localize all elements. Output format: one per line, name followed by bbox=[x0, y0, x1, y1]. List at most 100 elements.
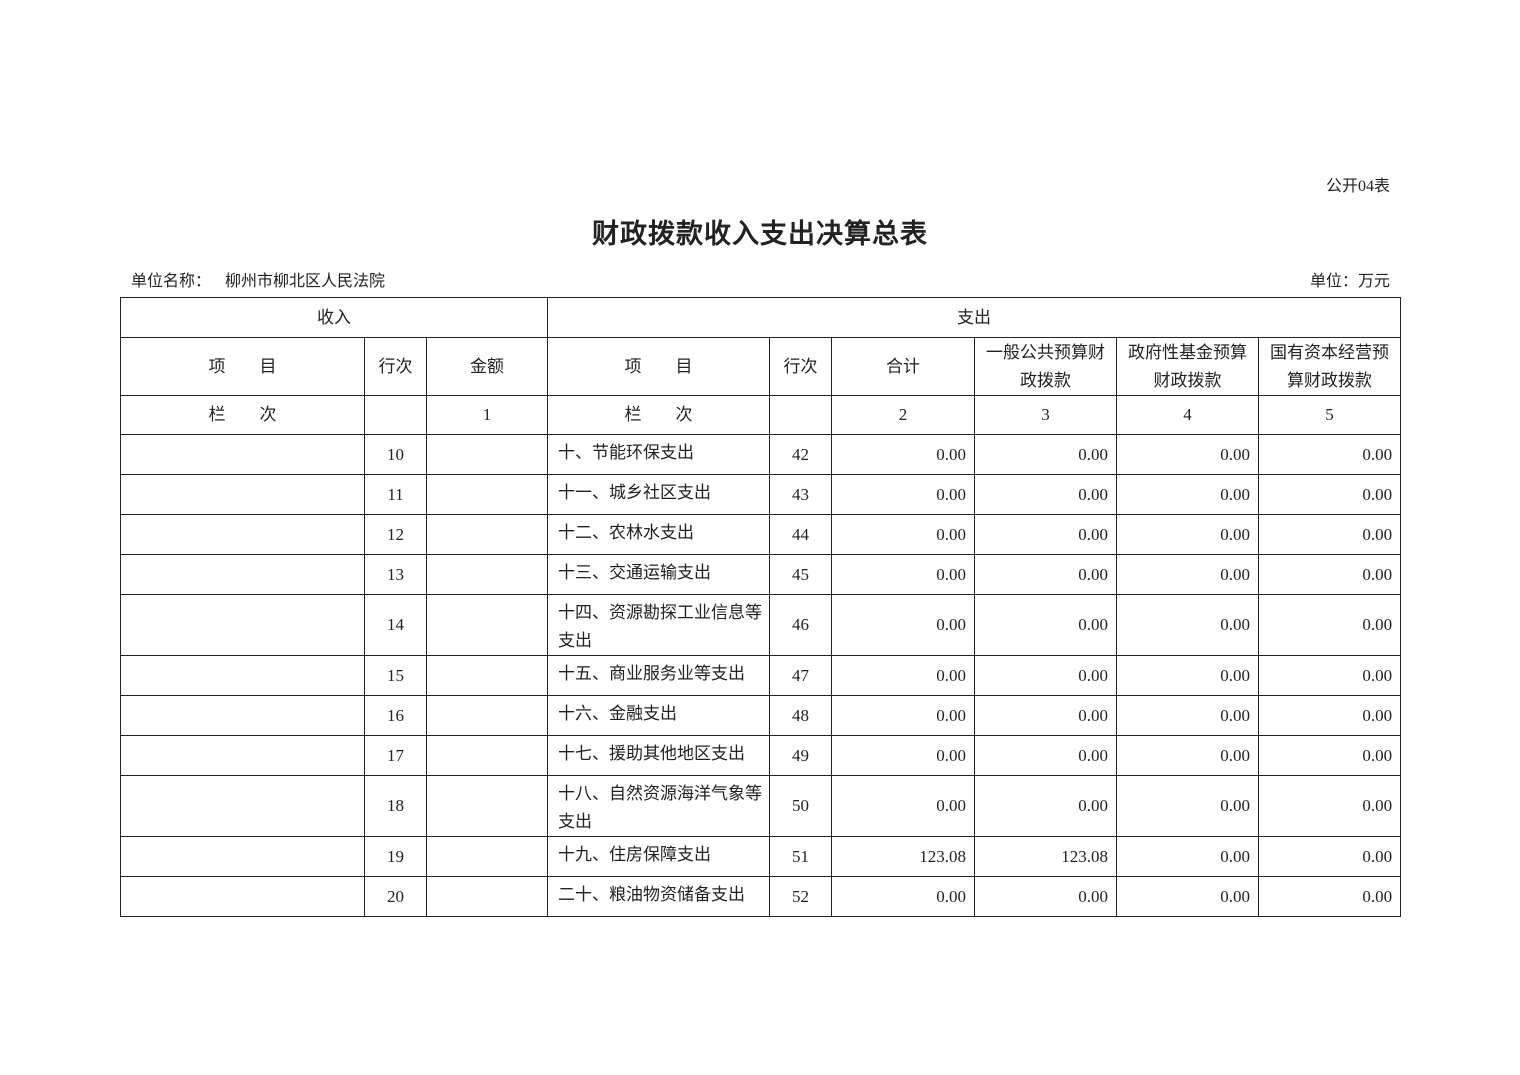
expense-item-cell: 二十、粮油物资储备支出 bbox=[547, 876, 771, 917]
state-capital-cell: 0.00 bbox=[1258, 594, 1402, 656]
income-item-cell bbox=[120, 474, 365, 515]
gov-fund-cell: 0.00 bbox=[1116, 695, 1260, 736]
expense-row-no-cell: 50 bbox=[769, 775, 833, 837]
expense-row-no-cell: 43 bbox=[769, 474, 833, 515]
expense-row-no-cell: 45 bbox=[769, 554, 833, 595]
general-budget-header: 一般公共预算财政拨款 bbox=[974, 337, 1118, 396]
income-item-header: 项 目 bbox=[120, 337, 365, 396]
expense-header: 支出 bbox=[547, 297, 1402, 338]
col-4: 4 bbox=[1116, 395, 1260, 435]
income-row-no-cell: 14 bbox=[364, 594, 427, 656]
income-item-cell bbox=[120, 876, 365, 917]
income-amount-cell bbox=[425, 695, 549, 736]
state-capital-cell: 0.00 bbox=[1258, 775, 1402, 837]
income-item-cell bbox=[120, 836, 365, 877]
gov-fund-cell: 0.00 bbox=[1116, 775, 1260, 837]
form-number: 公开04表 bbox=[1325, 178, 1390, 195]
expense-item-cell: 十七、援助其他地区支出 bbox=[547, 735, 771, 776]
expense-row-no-cell: 49 bbox=[769, 735, 833, 776]
expense-row-no-cell: 47 bbox=[769, 655, 833, 696]
expense-row-no-cell: 46 bbox=[769, 594, 833, 656]
state-capital-cell: 0.00 bbox=[1258, 514, 1402, 555]
expense-item-cell: 十一、城乡社区支出 bbox=[547, 474, 771, 515]
total-cell: 0.00 bbox=[831, 695, 976, 736]
table-row: 13 十三、交通运输支出 45 0.00 0.00 0.00 0.00 bbox=[120, 554, 1402, 595]
expense-item-cell: 十三、交通运输支出 bbox=[547, 554, 771, 595]
expense-row-no-cell: 44 bbox=[769, 514, 833, 555]
total-cell: 0.00 bbox=[831, 514, 976, 555]
table-row: 20 二十、粮油物资储备支出 52 0.00 0.00 0.00 0.00 bbox=[120, 876, 1402, 917]
income-amount-cell bbox=[425, 876, 549, 917]
income-row-no-cell: 12 bbox=[364, 514, 427, 555]
expense-row-no-cell: 42 bbox=[769, 434, 833, 475]
total-cell: 0.00 bbox=[831, 876, 976, 917]
table-row: 12 十二、农林水支出 44 0.00 0.00 0.00 0.00 bbox=[120, 514, 1402, 555]
gov-fund-cell: 0.00 bbox=[1116, 594, 1260, 656]
income-amount-cell bbox=[425, 836, 549, 877]
table-row: 18 十八、自然资源海洋气象等支出 50 0.00 0.00 0.00 0.00 bbox=[120, 775, 1402, 837]
expense-item-cell: 十二、农林水支出 bbox=[547, 514, 771, 555]
income-amount-cell bbox=[425, 434, 549, 475]
income-amount-cell bbox=[425, 474, 549, 515]
unit-name: 单位名称： 柳州市柳北区人民法院 bbox=[131, 267, 399, 291]
total-cell: 0.00 bbox=[831, 474, 976, 515]
gov-fund-cell: 0.00 bbox=[1116, 735, 1260, 776]
income-amount-cell bbox=[425, 655, 549, 696]
income-item-cell bbox=[120, 735, 365, 776]
table-row: 10 十、节能环保支出 42 0.00 0.00 0.00 0.00 bbox=[120, 434, 1402, 475]
income-row-no-cell: 19 bbox=[364, 836, 427, 877]
income-amount-cell bbox=[425, 554, 549, 595]
expense-item-cell: 十五、商业服务业等支出 bbox=[547, 655, 771, 696]
general-budget-cell: 0.00 bbox=[974, 695, 1118, 736]
income-header: 收入 bbox=[119, 297, 549, 338]
income-item-cell bbox=[120, 554, 365, 595]
expense-row-no-header: 行次 bbox=[769, 337, 833, 396]
gov-fund-cell: 0.00 bbox=[1116, 474, 1260, 515]
state-capital-cell: 0.00 bbox=[1258, 876, 1402, 917]
table-row: 17 十七、援助其他地区支出 49 0.00 0.00 0.00 0.00 bbox=[120, 735, 1402, 776]
general-budget-cell: 0.00 bbox=[974, 655, 1118, 696]
state-capital-cell: 0.00 bbox=[1258, 434, 1402, 475]
col-5: 5 bbox=[1258, 395, 1402, 435]
income-row-no-cell: 18 bbox=[364, 775, 427, 837]
income-row-no-cell: 10 bbox=[364, 434, 427, 475]
state-capital-header: 国有资本经营预算财政拨款 bbox=[1258, 337, 1402, 396]
income-row-no-header: 行次 bbox=[364, 337, 427, 396]
table-row: 19 十九、住房保障支出 51 123.08 123.08 0.00 0.00 bbox=[120, 836, 1402, 877]
general-budget-cell: 0.00 bbox=[974, 735, 1118, 776]
state-capital-cell: 0.00 bbox=[1258, 695, 1402, 736]
total-cell: 0.00 bbox=[831, 554, 976, 595]
income-amount-cell bbox=[425, 775, 549, 837]
income-amount-cell bbox=[425, 594, 549, 656]
general-budget-cell: 0.00 bbox=[974, 474, 1118, 515]
general-budget-cell: 0.00 bbox=[974, 434, 1118, 475]
income-row-no-cell: 11 bbox=[364, 474, 427, 515]
income-item-cell bbox=[120, 434, 365, 475]
gov-fund-cell: 0.00 bbox=[1116, 514, 1260, 555]
income-row-no-cell: 20 bbox=[364, 876, 427, 917]
state-capital-cell: 0.00 bbox=[1258, 836, 1402, 877]
gov-fund-cell: 0.00 bbox=[1116, 554, 1260, 595]
income-amount-cell bbox=[425, 514, 549, 555]
col-label-2: 栏 次 bbox=[547, 395, 771, 435]
table-row: 15 十五、商业服务业等支出 47 0.00 0.00 0.00 0.00 bbox=[120, 655, 1402, 696]
state-capital-cell: 0.00 bbox=[1258, 655, 1402, 696]
income-item-cell bbox=[120, 695, 365, 736]
gov-fund-cell: 0.00 bbox=[1116, 655, 1260, 696]
income-item-cell bbox=[120, 514, 365, 555]
total-header: 合计 bbox=[831, 337, 976, 396]
col-2: 2 bbox=[831, 395, 976, 435]
general-budget-cell: 0.00 bbox=[974, 554, 1118, 595]
empty-cell bbox=[769, 395, 833, 435]
total-cell: 0.00 bbox=[831, 775, 976, 837]
general-budget-cell: 0.00 bbox=[974, 775, 1118, 837]
gov-fund-header: 政府性基金预算财政拨款 bbox=[1116, 337, 1260, 396]
state-capital-cell: 0.00 bbox=[1258, 474, 1402, 515]
total-cell: 0.00 bbox=[831, 434, 976, 475]
table-row: 14 十四、资源勘探工业信息等支出 46 0.00 0.00 0.00 0.00 bbox=[120, 594, 1402, 656]
expense-row-no-cell: 48 bbox=[769, 695, 833, 736]
expense-item-cell: 十九、住房保障支出 bbox=[547, 836, 771, 877]
state-capital-cell: 0.00 bbox=[1258, 554, 1402, 595]
expense-row-no-cell: 52 bbox=[769, 876, 833, 917]
income-amount-header: 金额 bbox=[425, 337, 549, 396]
